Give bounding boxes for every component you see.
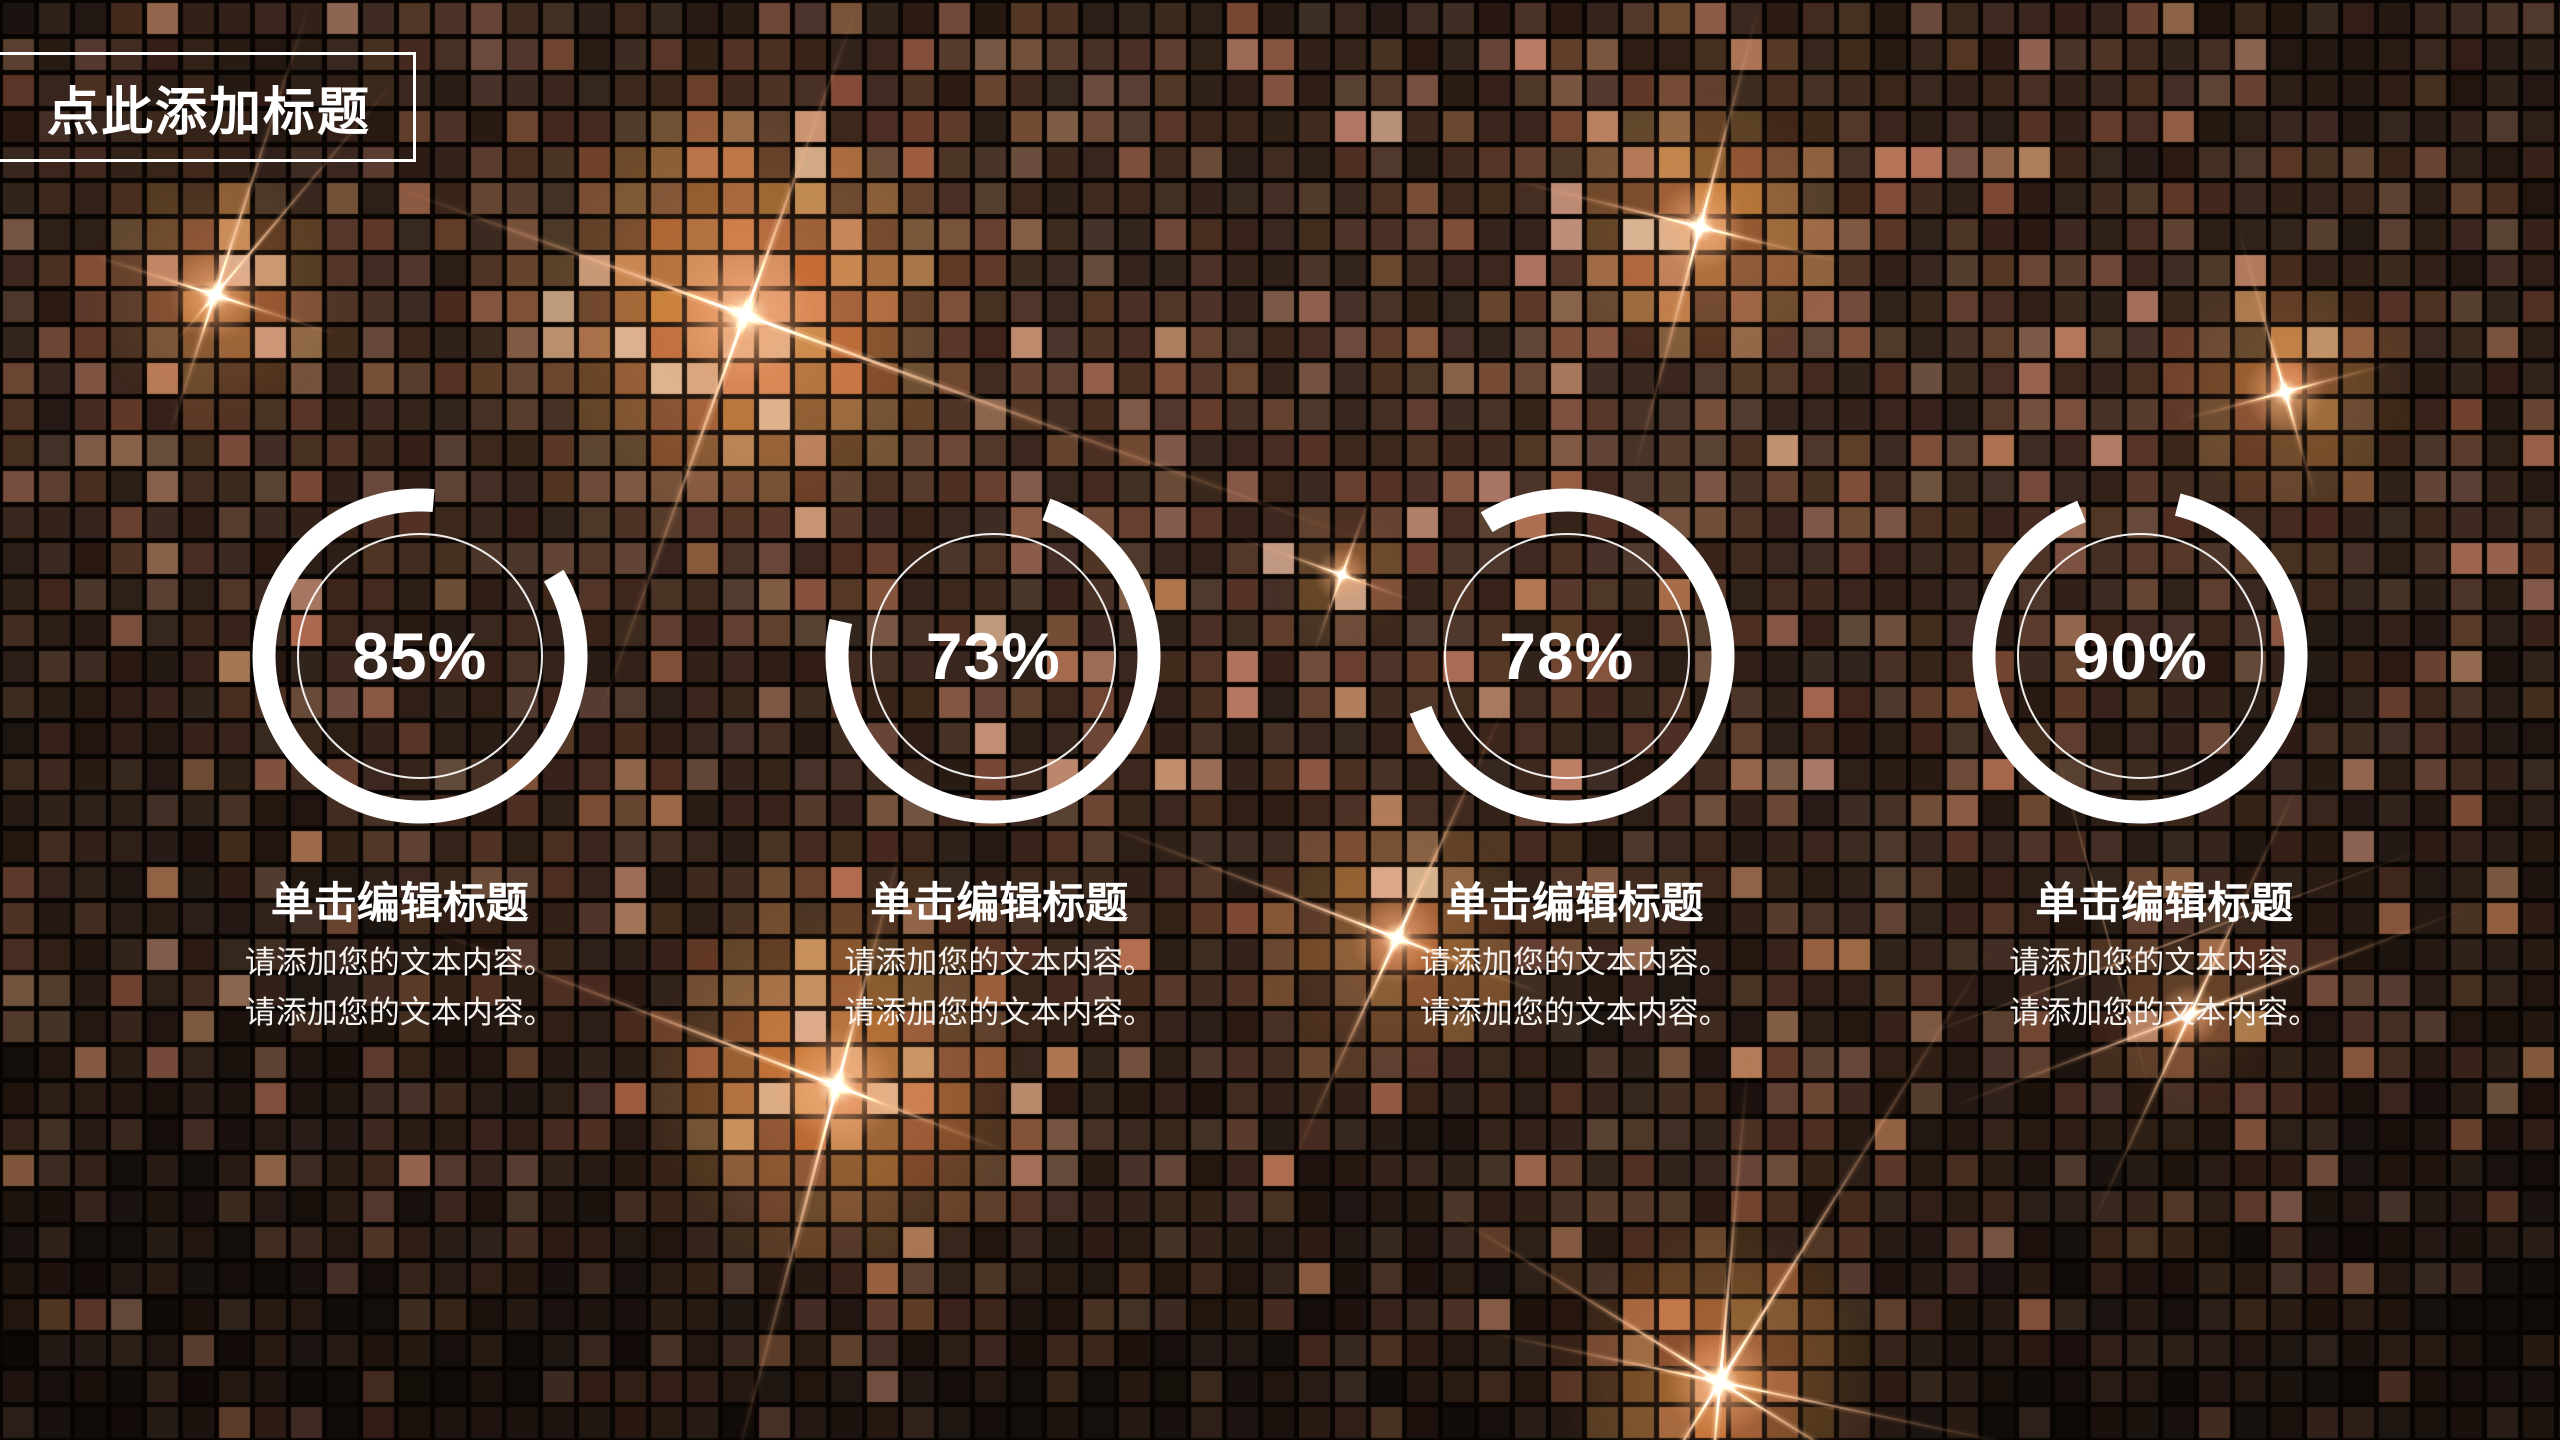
progress-ring-svg [252, 488, 588, 824]
item-text-line[interactable]: 请添加您的文本内容。 [844, 945, 1155, 980]
progress-item-2: 73% 单击编辑标题 请添加您的文本内容。 请添加您的文本内容。 [707, 476, 1281, 1038]
item-text-line[interactable]: 请添加您的文本内容。 [244, 995, 555, 1030]
item-heading[interactable]: 单击编辑标题 [270, 880, 529, 928]
percent-label[interactable]: 73% [925, 619, 1061, 693]
item-lines: 请添加您的文本内容。 请添加您的文本内容。 [2009, 938, 2319, 1038]
progress-item-3: 78% 单击编辑标题 请添加您的文本内容。 请添加您的文本内容。 [1280, 476, 1854, 1038]
progress-item-4: 90% 单击编辑标题 请添加您的文本内容。 请添加您的文本内容。 [1854, 476, 2428, 1038]
slide-title-box[interactable]: 点此添加标题 [0, 52, 416, 162]
item-text-line[interactable]: 请添加您的文本内容。 [844, 995, 1155, 1030]
item-text-line[interactable]: 请添加您的文本内容。 [1419, 995, 1730, 1030]
item-lines: 请添加您的文本内容。 请添加您的文本内容。 [844, 938, 1154, 1038]
item-heading[interactable]: 单击编辑标题 [2035, 880, 2294, 928]
item-heading[interactable]: 单击编辑标题 [870, 880, 1129, 928]
item-lines: 请添加您的文本内容。 请添加您的文本内容。 [245, 938, 555, 1038]
percent-label[interactable]: 90% [2072, 619, 2208, 693]
slide-title[interactable]: 点此添加标题 [47, 83, 372, 142]
item-heading[interactable]: 单击编辑标题 [1445, 880, 1704, 928]
item-text-block: 单击编辑标题 请添加您的文本内容。 请添加您的文本内容。 [844, 880, 1154, 1038]
item-text-block: 单击编辑标题 请添加您的文本内容。 请添加您的文本内容。 [2009, 880, 2319, 1038]
item-text-block: 单击编辑标题 请添加您的文本内容。 请添加您的文本内容。 [1420, 880, 1730, 1038]
progress-ring-svg [825, 498, 1161, 824]
item-lines: 请添加您的文本内容。 请添加您的文本内容。 [1420, 938, 1730, 1038]
progress-ring-2: 73% [813, 476, 1173, 836]
progress-items-row: 85% 单击编辑标题 请添加您的文本内容。 请添加您的文本内容。 73% 单击编… [0, 476, 2560, 1038]
progress-ring-svg [1409, 488, 1735, 824]
item-text-line[interactable]: 请添加您的文本内容。 [244, 945, 555, 980]
progress-item-1: 85% 单击编辑标题 请添加您的文本内容。 请添加您的文本内容。 [133, 476, 707, 1038]
progress-ring-svg [1972, 493, 2308, 824]
progress-ring-1: 85% [240, 476, 600, 836]
progress-ring-3: 78% [1387, 476, 1747, 836]
progress-ring-4: 90% [1960, 476, 2320, 836]
percent-label[interactable]: 85% [352, 619, 488, 693]
item-text-line[interactable]: 请添加您的文本内容。 [2009, 995, 2320, 1030]
item-text-line[interactable]: 请添加您的文本内容。 [2009, 945, 2320, 980]
item-text-block: 单击编辑标题 请添加您的文本内容。 请添加您的文本内容。 [245, 880, 555, 1038]
item-text-line[interactable]: 请添加您的文本内容。 [1419, 945, 1730, 980]
percent-label[interactable]: 78% [1499, 619, 1635, 693]
